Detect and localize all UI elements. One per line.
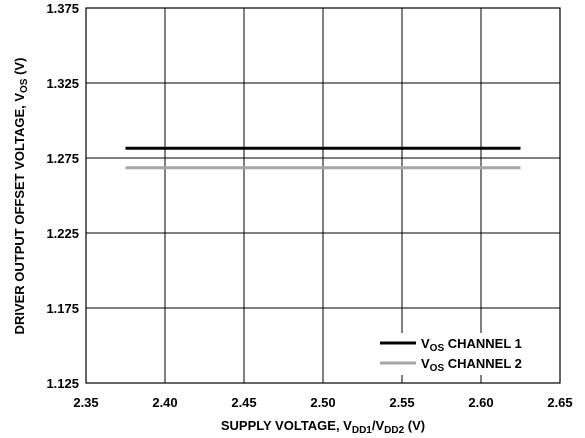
legend-label-channel-1: VOS CHANNEL 1 [421,336,522,354]
y-tick-label: 1.275 [46,151,79,166]
x-tick-label: 2.60 [468,395,493,410]
x-axis-label: SUPPLY VOLTAGE, VDD1/VDD2 (V) [221,418,425,436]
legend: VOS CHANNEL 1 VOS CHANNEL 2 [372,333,557,375]
y-tick-labels: 1.125 1.175 1.225 1.275 1.325 1.375 [46,1,79,391]
legend-label-channel-2: VOS CHANNEL 2 [421,356,522,374]
series-group [125,146,521,170]
plot-frame [85,7,561,384]
x-tick-label: 2.40 [152,395,177,410]
x-tick-label: 2.35 [73,395,98,410]
grid [86,8,560,383]
x-tick-label: 2.45 [231,395,256,410]
x-tick-label: 2.55 [389,395,414,410]
y-tick-label: 1.375 [46,1,79,16]
y-axis-label: DRIVER OUTPUT OFFSET VOLTAGE, VOS (V) [12,58,30,335]
y-tick-label: 1.225 [46,226,79,241]
y-tick-label: 1.125 [46,376,79,391]
x-tick-label: 2.50 [310,395,335,410]
y-tick-label: 1.175 [46,301,79,316]
legend-background [372,333,557,375]
x-tick-labels: 2.35 2.40 2.45 2.50 2.55 2.60 2.65 [73,395,572,410]
x-tick-label: 2.65 [547,395,572,410]
y-tick-label: 1.325 [46,76,79,91]
